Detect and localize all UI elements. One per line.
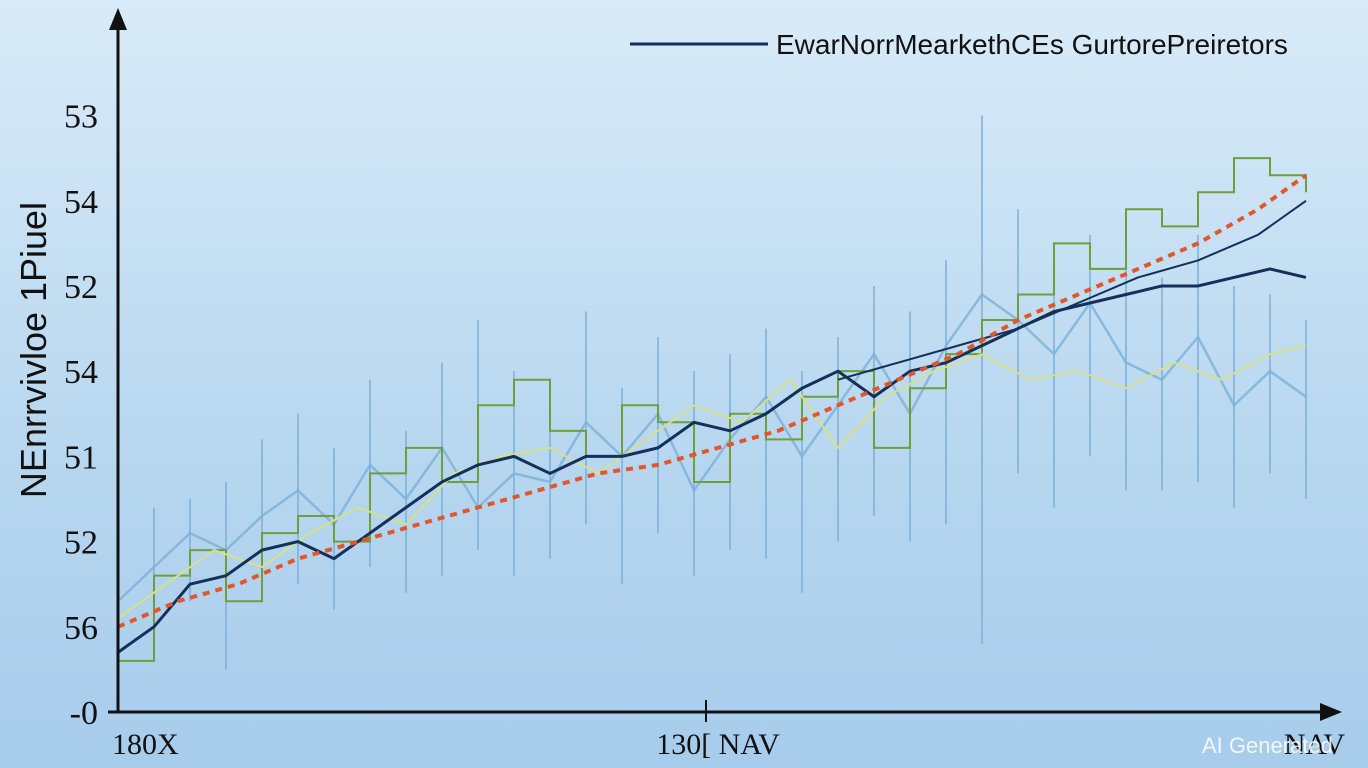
y-tick-label: 51 <box>64 439 98 476</box>
y-tick-label: 52 <box>64 269 98 306</box>
y-tick-label: 53 <box>64 99 98 136</box>
y-axis-arrow-icon <box>109 8 127 30</box>
series-0 <box>117 115 1307 670</box>
y-tick-label: -0 <box>70 695 98 732</box>
series-line <box>118 157 1307 662</box>
series-line <box>117 267 1307 654</box>
series-2 <box>117 344 1307 620</box>
legend-label: EwarNorrMearkethCEs GurtorePreiretors <box>776 29 1288 60</box>
series-line <box>117 292 1307 603</box>
legend: EwarNorrMearkethCEs GurtorePreiretors <box>630 29 1288 60</box>
y-tick-labels: 53 54 52 54 51 52 56 -0 <box>64 99 98 732</box>
x-tick-labels: 180X 130[ NAV NAV <box>112 728 1345 761</box>
x-axis-arrow-icon <box>1320 703 1342 721</box>
series-line <box>117 173 1308 629</box>
y-tick-label: 52 <box>64 525 98 562</box>
y-tick-label: 54 <box>64 184 98 221</box>
series-line <box>117 344 1307 620</box>
axes <box>108 8 1342 722</box>
series-4 <box>837 199 1307 381</box>
x-tick-label: NAV <box>1284 728 1345 761</box>
series-1 <box>117 157 1307 662</box>
series-line <box>837 199 1307 381</box>
series-3 <box>117 267 1307 654</box>
series-5 <box>117 173 1308 629</box>
x-tick-label: 180X <box>112 728 179 761</box>
series-layer <box>117 115 1308 670</box>
watermark: AI Generated <box>1202 733 1333 758</box>
y-tick-label: 56 <box>64 610 98 647</box>
x-tick-label: 130[ NAV <box>656 728 780 761</box>
y-tick-label: 54 <box>64 354 98 391</box>
y-axis-label: NEnrrvivloe 1Piuel <box>13 202 54 498</box>
